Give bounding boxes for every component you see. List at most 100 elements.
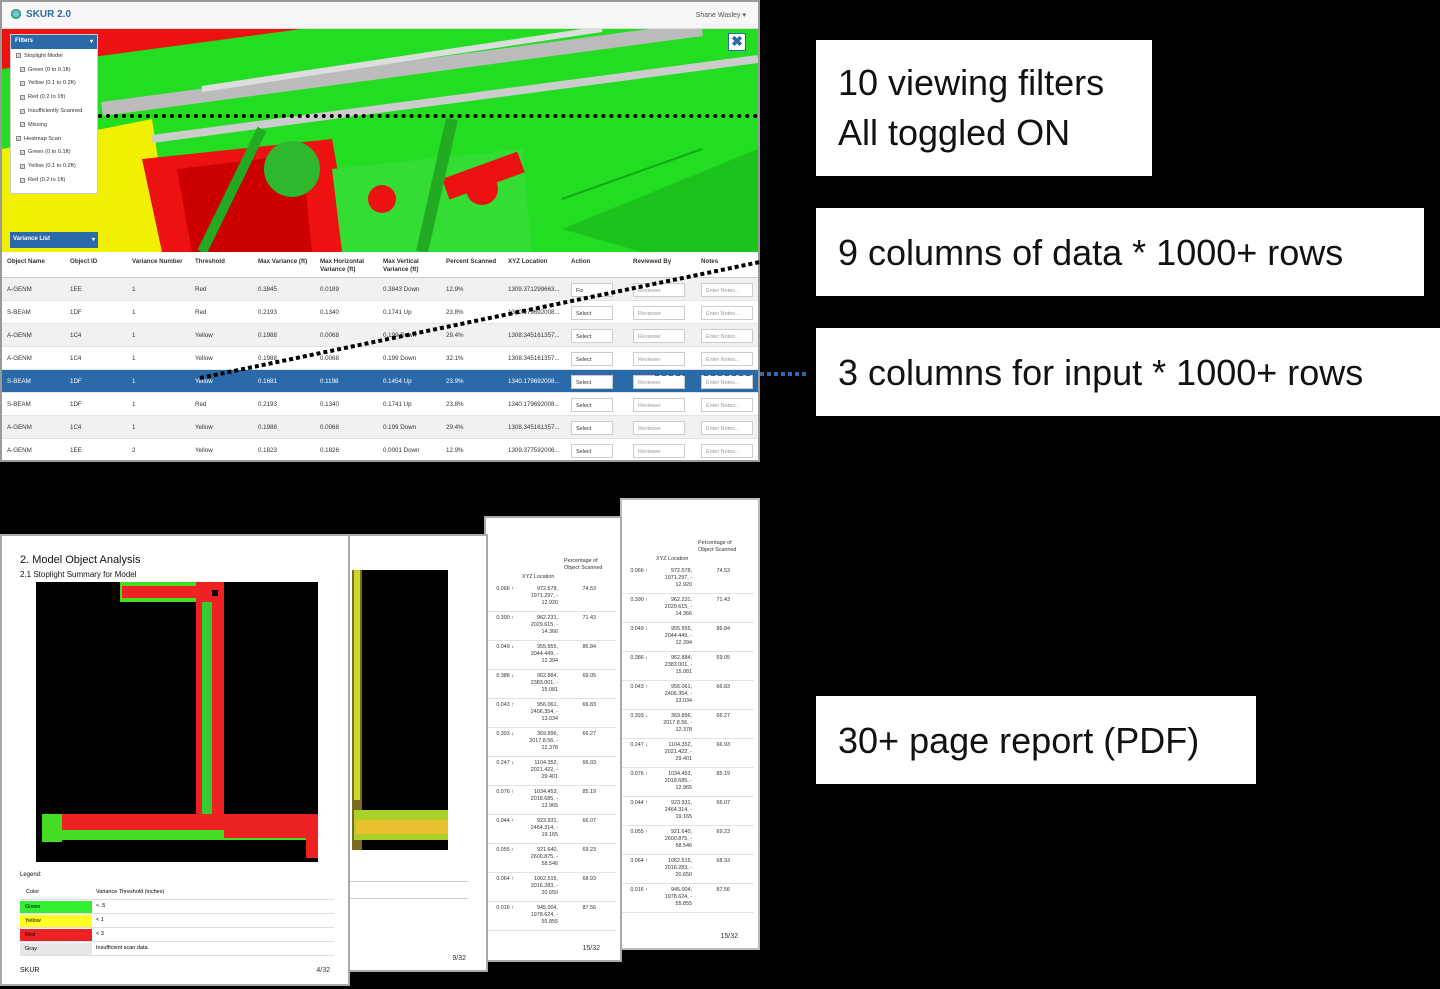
checkbox-icon[interactable]: ✓ [20,163,25,169]
legend-header: Color Variance Threshold (inches) [20,886,334,900]
column-header[interactable]: Reviewed By [633,258,672,265]
checkbox-icon[interactable]: ✓ [20,122,25,128]
table-cell: 0.1340 [320,401,339,408]
table-row[interactable]: S-BEAM 1DF 1 Red 0.2193 0.1340 0.1741 Up 23.8% 1… [2,393,758,416]
column-header[interactable]: Object Name [7,258,45,265]
checkbox-icon[interactable]: ✓ [16,53,21,59]
report-cell: 69.23 [716,829,731,835]
reviewer-input[interactable]: Reviewer [633,306,685,320]
action-select[interactable]: Select [571,421,613,435]
filter-item[interactable]: ✓ Insufficiently Scanned [11,104,97,118]
action-select[interactable]: Select [571,375,613,389]
table-cell: A-GENM [7,286,32,293]
skur-app-window: SKUR 2.0 Shane Wasley ▾ ✖ Filters [0,0,760,462]
page-number: 4/32 [316,967,330,974]
reviewer-input[interactable]: Reviewer [633,329,685,343]
column-header[interactable]: Max Vertical Variance (ft) [383,258,419,273]
checkbox-icon[interactable]: ✓ [16,136,21,142]
report-page-front: 2. Model Object Analysis 2.1 Stoplight S… [0,534,350,986]
report-cell: 962.884, 2383.001, - 15.081 [530,673,558,693]
app-brand[interactable]: SKUR 2.0 [10,8,71,20]
table-row[interactable]: A-GENM 1EE 1 Red 0.3845 0.0189 0.3843 Down 12.9… [2,278,758,301]
column-header[interactable]: Variance Number [132,258,183,265]
filter-item[interactable]: ✓ Missing [11,118,97,132]
filter-item[interactable]: ✓ Green (0 to 0.1ft) [11,63,97,77]
page-number: 9/32 [452,955,466,962]
column-header[interactable]: Object ID [70,258,98,265]
notes-input[interactable]: Enter Notes... [701,329,753,343]
notes-input[interactable]: Enter Notes... [701,352,753,366]
action-select[interactable]: Select [571,398,613,412]
report-cell: 69.05 [716,655,731,661]
column-header[interactable]: Max Horizontal Variance (ft) [320,258,365,273]
close-viewer-button[interactable]: ✖ [728,33,746,51]
notes-input[interactable]: Enter Notes... [701,283,753,297]
notes-input[interactable]: Enter Notes... [701,306,753,320]
notes-input[interactable]: Enter Notes... [701,421,753,435]
table-cell: 29.4% [446,332,464,339]
checkbox-icon[interactable]: ✓ [20,149,25,155]
row-divider [622,796,754,797]
filter-label: Red (0.2 to 1ft) [28,177,66,184]
action-select[interactable]: Select [571,329,613,343]
filter-item[interactable]: ✓ Yellow (0.1 to 0.2ft) [11,77,97,91]
reviewer-input[interactable]: Reviewer [633,352,685,366]
table-cell: 1C4 [70,332,82,339]
report-cell: 68.93 [716,858,731,864]
table-cell: 1340.179692008... [508,309,560,316]
row-divider [622,825,754,826]
report-col-header: XYZ Location [522,574,555,580]
filters-header[interactable]: Filters ▾ [11,35,97,49]
reviewer-input[interactable]: Reviewer [633,444,685,458]
variance-list-toggle[interactable]: Variance List ▾ [10,232,98,248]
user-menu[interactable]: Shane Wasley ▾ [695,12,746,19]
table-cell: S-BEAM [7,309,31,316]
column-header[interactable]: Percent Scanned [446,258,497,265]
report-cell: 0.044 ↑ [630,800,648,806]
report-cell: 85.19 [716,771,731,777]
filter-item[interactable]: ✓ Red (0.2 to 1ft) [11,173,97,187]
filter-item[interactable]: ✓ Green (0 to 0.1ft) [11,146,97,160]
report-cell: 0.055 ↑ [496,847,514,853]
table-cell: 1 [132,309,136,316]
table-cell: 0.1988 [258,424,277,431]
filter-item[interactable]: ✓ Red (0.2 to 1ft) [11,90,97,104]
table-row[interactable]: S-BEAM 1DF 1 Red 0.2193 0.1340 0.1741 Up 23.8% 1… [2,301,758,324]
reviewer-input[interactable]: Reviewer [633,398,685,412]
3d-model-viewer[interactable]: ✖ Filters ▾ ✓ Stoplight Model ✓ Green (0 to… [2,29,758,252]
checkbox-icon[interactable]: ✓ [20,67,25,73]
action-select[interactable]: Select [571,306,613,320]
table-cell: 0.1741 Up [383,309,412,316]
table-row[interactable]: A-GENM 1C4 1 Yellow 0.1988 0.0068 0.199 Down 32… [2,347,758,370]
filter-item[interactable]: ✓ Heatmap Scan [11,132,97,146]
report-cell: 1062.515, 2016.283, - 20.650 [664,858,692,878]
report-cell: 66.27 [582,731,597,737]
checkbox-icon[interactable]: ✓ [20,108,25,114]
notes-input[interactable]: Enter Notes... [701,444,753,458]
table-row[interactable]: A-GENM 1EE 2 Yellow 0.1823 0.1826 0.0001 Down 1… [2,439,758,460]
column-header[interactable]: Notes [701,258,719,265]
column-header[interactable]: Max Variance (ft) [258,258,308,265]
report-heading: 2. Model Object Analysis [20,554,141,566]
reviewer-input[interactable]: Reviewer [633,421,685,435]
filter-item[interactable]: ✓ Yellow (0.1 to 0.2ft) [11,159,97,173]
checkbox-icon[interactable]: ✓ [20,80,25,86]
report-cell: 0.393 ↓ [630,713,648,719]
column-header[interactable]: Action [571,258,591,265]
checkbox-icon[interactable]: ✓ [20,94,25,100]
column-header[interactable]: Threshold [195,258,225,265]
data-cols-leader-end [759,248,809,264]
table-cell: S-BEAM [7,401,31,408]
action-select[interactable]: Select [571,444,613,458]
checkbox-icon[interactable]: ✓ [20,177,25,183]
action-select[interactable]: Select [571,352,613,366]
report-cell: 66.27 [716,713,731,719]
callout-input-columns: 3 columns for input * 1000+ rows [816,328,1440,416]
notes-input[interactable]: Enter Notes... [701,398,753,412]
table-cell: 0.1454 Up [383,378,412,385]
filter-item[interactable]: ✓ Stoplight Model [11,49,97,63]
table-row[interactable]: S-BEAM 1DF 1 Yellow 0.1681 0.1198 0.1454 Up 23.… [2,370,758,393]
column-header[interactable]: XYZ Location [508,258,548,265]
